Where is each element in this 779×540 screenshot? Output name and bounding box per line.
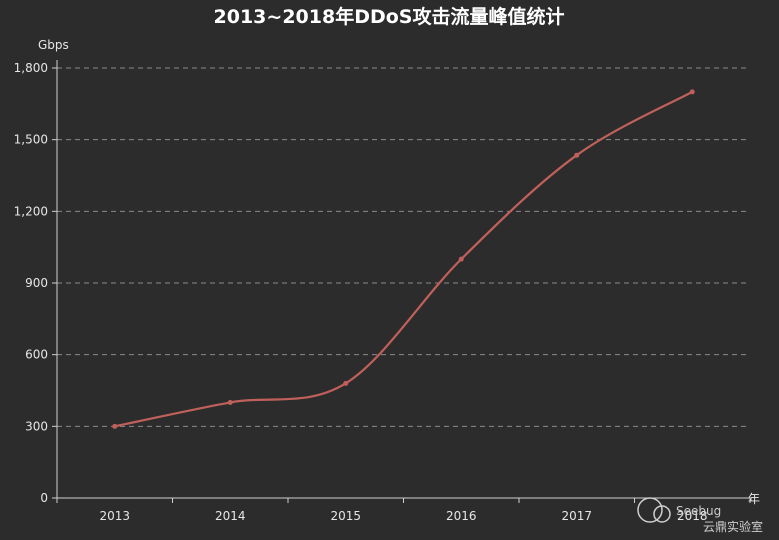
grid: [57, 67, 750, 427]
x-axis-unit: 年: [748, 492, 760, 506]
x-tick-label: 2018: [677, 509, 708, 523]
y-tick-label: 1,800: [14, 61, 48, 75]
y-axis-unit: Gbps: [38, 38, 69, 52]
data-point[interactable]: [343, 380, 349, 386]
watermark: Seebug 云鼎实验室: [637, 497, 763, 534]
x-tick-label: 2017: [561, 509, 592, 523]
y-tick-label: 900: [25, 276, 48, 290]
chart-title: 2013~2018年DDoS攻击流量峰值统计: [214, 5, 565, 28]
y-tick-label: 600: [25, 348, 48, 362]
x-tick-label: 2014: [215, 509, 246, 523]
x-tick-label: 2016: [446, 509, 477, 523]
x-tick-label: 2013: [99, 509, 130, 523]
data-point[interactable]: [112, 423, 118, 429]
x-tick-label: 2015: [330, 509, 361, 523]
data-point[interactable]: [227, 399, 233, 405]
y-tick-label: 0: [40, 491, 48, 505]
y-tick-label: 300: [25, 419, 48, 433]
watermark-brand: Seebug: [676, 504, 721, 518]
watermark-lab: 云鼎实验室: [703, 519, 763, 534]
series-line: [114, 90, 693, 428]
data-point[interactable]: [458, 256, 464, 262]
y-tick-label: 1,500: [14, 133, 48, 147]
axes: 0 300 600 900 1,200 1,500 1,800 2013 2014 2015 201…: [14, 60, 751, 523]
y-tick-label: 1,200: [14, 204, 48, 218]
data-point[interactable]: [689, 89, 695, 95]
data-point[interactable]: [574, 152, 580, 158]
cloud-icon: [637, 497, 671, 523]
series: [112, 89, 695, 429]
